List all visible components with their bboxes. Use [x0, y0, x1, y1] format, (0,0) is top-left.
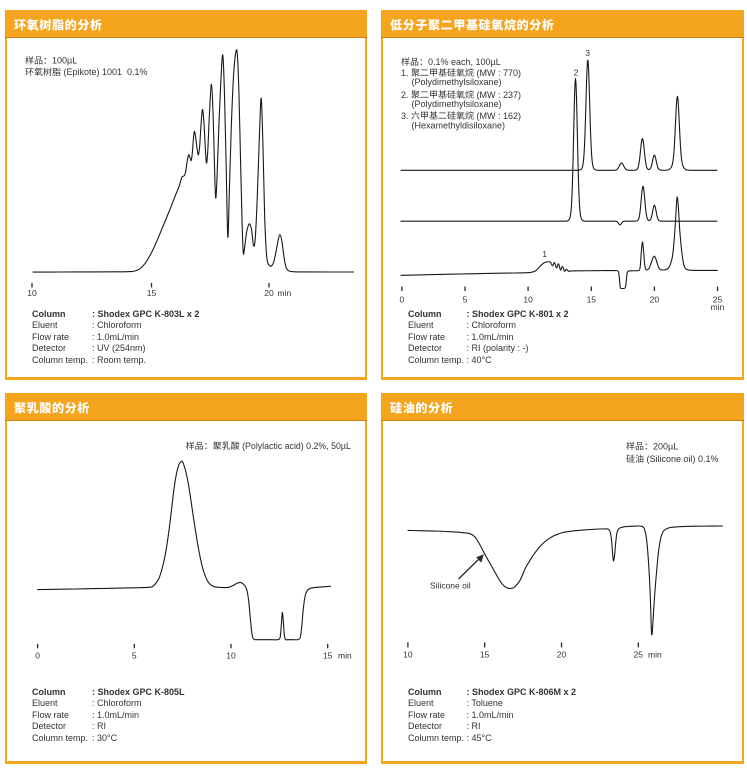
svg-text:3: 3 — [585, 48, 590, 58]
svg-text:15: 15 — [587, 295, 597, 305]
svg-text:25: 25 — [634, 650, 644, 660]
svg-text:0.1% each, 100µL: 0.1% each, 100µL — [428, 57, 501, 67]
svg-text:min: min — [338, 651, 352, 661]
svg-text:100µL: 100µL — [52, 56, 77, 66]
svg-text:10: 10 — [27, 288, 37, 298]
svg-text:10: 10 — [226, 651, 236, 661]
svg-text:(Silicone oil) 0.1%: (Silicone oil) 0.1% — [644, 454, 719, 464]
svg-text:25: 25 — [713, 295, 723, 305]
svg-text:(MW : 162): (MW : 162) — [474, 111, 521, 121]
svg-text:20: 20 — [264, 288, 274, 298]
svg-text:15: 15 — [147, 288, 157, 298]
svg-text:min: min — [711, 302, 725, 312]
svg-text:200µL: 200µL — [653, 441, 678, 451]
svg-text:(Epikote) 1001 0.1%: (Epikote) 1001 0.1% — [61, 67, 148, 77]
svg-text:3.: 3. — [401, 111, 411, 121]
svg-text:15: 15 — [323, 651, 333, 661]
svg-text:20: 20 — [557, 650, 567, 660]
svg-text:(Polydimethylsiloxane): (Polydimethylsiloxane) — [412, 99, 502, 109]
svg-text:20: 20 — [650, 295, 660, 305]
svg-text:2: 2 — [574, 68, 579, 78]
svg-text:(Hexamethyldisiloxane): (Hexamethyldisiloxane) — [412, 120, 506, 130]
svg-text:min: min — [648, 650, 662, 660]
svg-text:10: 10 — [403, 650, 413, 660]
svg-text:1: 1 — [542, 249, 547, 259]
svg-text:15: 15 — [480, 650, 490, 660]
svg-text:10: 10 — [523, 295, 533, 305]
svg-text:5: 5 — [132, 651, 137, 661]
svg-text:(Polydimethylsiloxane): (Polydimethylsiloxane) — [412, 77, 502, 87]
svg-text:5: 5 — [463, 295, 468, 305]
svg-text:1.: 1. — [401, 68, 411, 78]
svg-text:min: min — [278, 288, 292, 298]
svg-text:(Polylactic acid) 0.2%, 50µL: (Polylactic acid) 0.2%, 50µL — [240, 441, 351, 451]
svg-text:(MW : 237): (MW : 237) — [474, 90, 521, 100]
svg-text:0: 0 — [400, 295, 405, 305]
svg-text:Silicone oil: Silicone oil — [430, 581, 471, 591]
svg-text:2.: 2. — [401, 90, 411, 100]
svg-text:(MW : 770): (MW : 770) — [474, 68, 521, 78]
svg-text:0: 0 — [35, 651, 40, 661]
